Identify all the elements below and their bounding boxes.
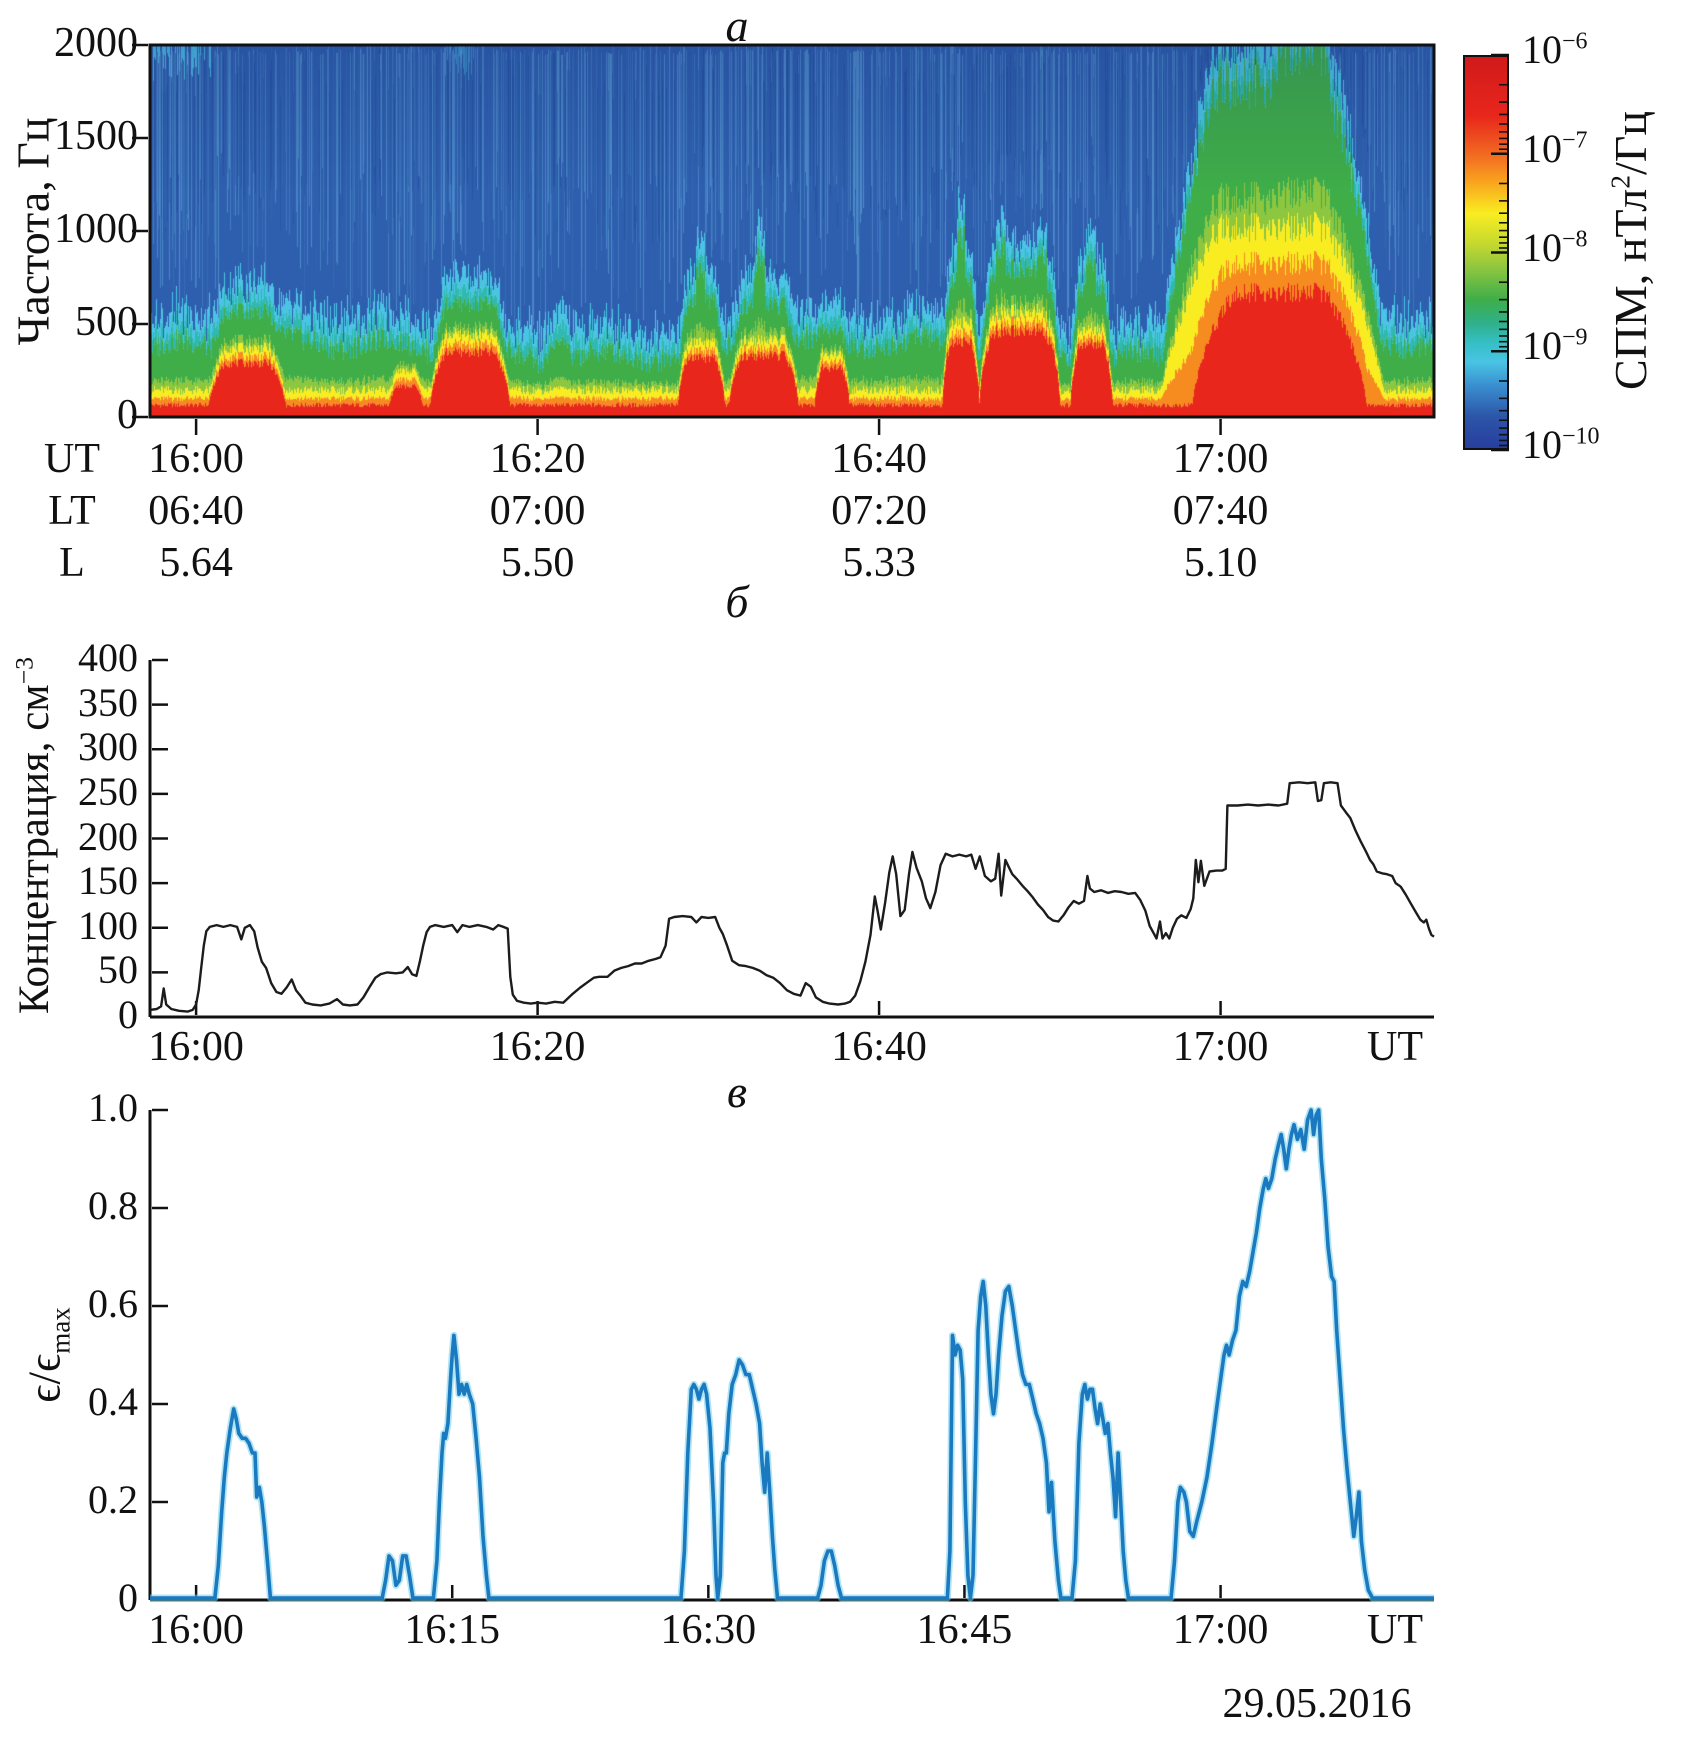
panel-b-ytick-label: 400 — [78, 635, 138, 680]
panel-b-ytick-label: 250 — [78, 768, 138, 814]
panel-a-row-value: 5.10 — [1183, 540, 1258, 586]
panel-b-xtick-label: 16:20 — [489, 1024, 586, 1070]
panel-a-row-value: 07:00 — [489, 488, 586, 534]
panel-a-ytick-label: 2000 — [54, 20, 138, 66]
panel-c-ytick-label: 0.6 — [88, 1281, 138, 1326]
epsilon-curve-halo — [150, 1106, 1434, 1602]
panel-c-axes — [148, 1108, 1434, 1602]
panel-a-ytick-label: 500 — [75, 299, 138, 345]
panel-a-row-value: 5.33 — [842, 540, 916, 586]
panel-a-title: а — [725, 0, 749, 51]
panel-c-xunit: UT — [1367, 1607, 1423, 1653]
panel-c-xtick-label: 16:45 — [916, 1607, 1013, 1653]
panel-c-xtick-label: 16:30 — [660, 1607, 757, 1653]
spectrogram-heatmap — [150, 45, 1434, 417]
panel-b-xtick-label: 16:40 — [831, 1024, 927, 1070]
panel-b-ytick-label: 200 — [78, 813, 138, 859]
panel-c-ytick-label: 0.4 — [88, 1379, 138, 1424]
panel-a-ytick-label: 1500 — [54, 113, 138, 159]
colorbar-title-text: СПМ, нТл2/Гц — [1604, 110, 1656, 390]
panel-b-ytick-label: 0 — [118, 992, 138, 1037]
colorbar-tick-label: 10−7 — [1522, 125, 1588, 171]
panel-a-row-value: 17:00 — [1172, 436, 1269, 482]
panel-c-title: в — [727, 1066, 747, 1117]
panel-c-ylabel-text: ϵ/ϵmax — [20, 1307, 76, 1403]
panel-b-xtick-label: 17:00 — [1172, 1024, 1269, 1070]
colorbar-tick-label: 10−6 — [1522, 27, 1588, 72]
panel-c-ytick-label: 0 — [118, 1575, 138, 1620]
panel-a-ytick-label: 0 — [117, 392, 138, 438]
panel-c-ytick-label: 0.2 — [88, 1477, 138, 1522]
panel-a-ytick-label: 1000 — [54, 206, 138, 252]
panel-a-row-value: 07:40 — [1172, 488, 1269, 534]
panel-b-ylabel: Концентрация, см−3 — [0, 640, 70, 1030]
panel-c-ylabel: ϵ/ϵmax — [10, 1160, 80, 1550]
panel-c-xtick-label: 16:00 — [148, 1607, 244, 1653]
panel-b-xtick-label: 16:00 — [148, 1024, 244, 1070]
colorbar-tick-label: 10−8 — [1522, 224, 1588, 270]
panel-a-row-label: UT — [44, 436, 100, 482]
panel-b-ytick-label: 300 — [78, 724, 138, 770]
panel-a-ylabel-text: Частота, Гц — [7, 117, 59, 345]
panel-a-row-label: LT — [48, 488, 96, 534]
panel-b-ytick-label: 350 — [78, 679, 138, 725]
panel-b-ytick-label: 50 — [98, 947, 138, 993]
panel-b-xunit: UT — [1367, 1024, 1423, 1070]
epsilon-curve — [150, 1108, 1434, 1600]
panel-a-row-value: 07:20 — [831, 488, 927, 534]
panel-a-row-value: 16:20 — [489, 436, 586, 482]
concentration-curve — [149, 781, 1435, 1013]
panel-a-row-value: 06:40 — [148, 488, 244, 534]
panel-b-ytick-label: 150 — [78, 858, 138, 904]
panel-a-row-value: 16:00 — [148, 436, 244, 482]
panel-b-ylabel-text: Концентрация, см−3 — [10, 656, 59, 1014]
panel-b-title: б — [725, 576, 749, 627]
colorbar-tick-label: 10−10 — [1522, 422, 1600, 467]
panel-a-row-value: 5.64 — [159, 540, 233, 586]
panel-a-row-value: 16:40 — [831, 436, 927, 482]
panel-c-ytick-label: 0.8 — [88, 1183, 138, 1228]
panel-a-row-label: L — [59, 540, 85, 586]
panel-b-ytick-label: 100 — [78, 902, 138, 948]
colorbar-tick-label: 10−9 — [1522, 323, 1588, 369]
colorbar-title: СПМ, нТл2/Гц — [1590, 45, 1670, 455]
date-label: 29.05.2016 — [1222, 1681, 1412, 1727]
panel-c-ytick-label: 1.0 — [88, 1085, 138, 1130]
colorbar-gradient — [1463, 55, 1509, 450]
panel-c-xtick-label: 17:00 — [1172, 1607, 1269, 1653]
panel-a-row-value: 5.50 — [500, 540, 575, 586]
panel-c-xtick-label: 16:15 — [404, 1607, 501, 1653]
panel-b-axes — [148, 658, 1434, 1019]
